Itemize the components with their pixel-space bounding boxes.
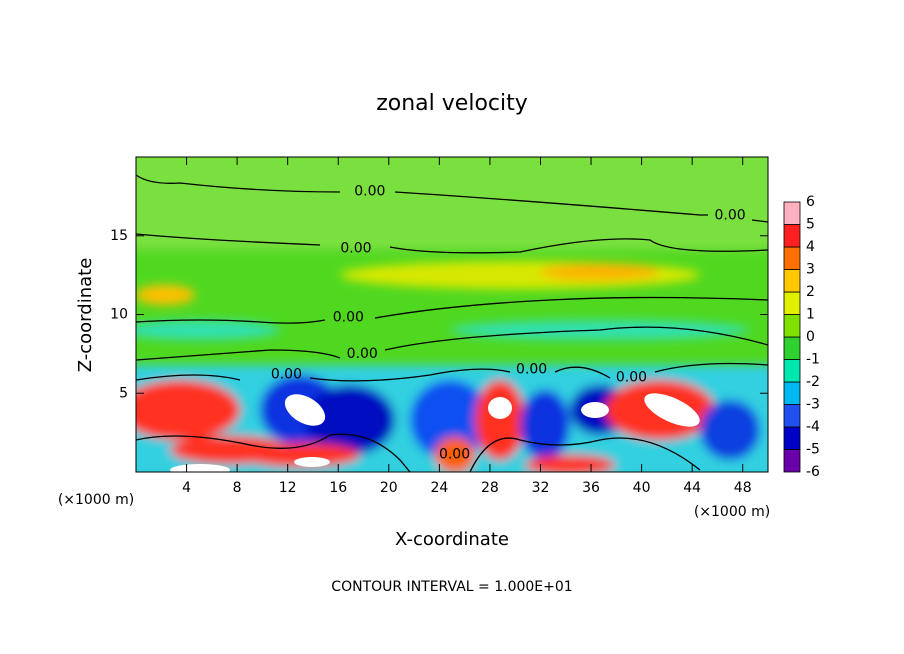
contour-label: 0.00	[616, 370, 647, 386]
colorbar-box	[783, 269, 801, 293]
colorbar-box	[783, 291, 801, 315]
colorbar-label: 5	[806, 217, 815, 233]
y-tick-label: 10	[110, 307, 128, 323]
x-tick-label: 16	[329, 480, 347, 496]
x-tick-label: 28	[481, 480, 499, 496]
contour-label: 0.00	[354, 184, 385, 200]
colorbar-label: -3	[806, 397, 820, 413]
colorbar-box	[783, 359, 801, 383]
x-tick-label: 20	[380, 480, 398, 496]
contour-label: 0.00	[347, 346, 378, 362]
colorbar-box	[783, 336, 801, 360]
colorbar-box	[783, 224, 801, 248]
colorbar-label: 6	[806, 194, 815, 210]
y-axis-label: Z-coordinate	[75, 258, 96, 373]
colorbar-label: -6	[806, 464, 820, 480]
y-tick-label: 15	[110, 228, 128, 244]
colorbar-box	[783, 314, 801, 338]
y-unit: (×1000 m)	[58, 492, 134, 508]
colorbar-box	[783, 426, 801, 450]
colorbar-label: 2	[806, 284, 815, 300]
contour-label: 0.00	[439, 447, 470, 463]
colorbar-label: -4	[806, 419, 820, 435]
colorbar-label: 0	[806, 329, 815, 345]
colorbar-box	[783, 246, 801, 270]
colorbar-box	[783, 404, 801, 428]
x-tick-label: 48	[734, 480, 752, 496]
contour-label: 0.00	[714, 207, 745, 223]
x-tick-label: 8	[233, 480, 242, 496]
contour-interval-note: CONTOUR INTERVAL = 1.000E+01	[331, 579, 572, 595]
colorbar-box	[783, 201, 801, 225]
colorbar-label: 3	[806, 262, 815, 278]
x-tick-label: 44	[683, 480, 701, 496]
colorbar-box	[783, 449, 801, 473]
x-tick-label: 32	[532, 480, 550, 496]
x-tick-label: 36	[582, 480, 600, 496]
chart-title: zonal velocity	[376, 91, 528, 116]
colorbar-box	[783, 381, 801, 405]
colorbar-label: 4	[806, 239, 815, 255]
colorbar-label: -5	[806, 442, 820, 458]
velocity-field	[136, 157, 768, 472]
contour-label: 0.00	[516, 362, 547, 378]
contour-label: 0.00	[271, 366, 302, 382]
colorbar-label: -1	[806, 352, 820, 368]
x-tick-label: 40	[633, 480, 651, 496]
y-tick-label: 5	[119, 385, 128, 401]
colorbar-label: 1	[806, 307, 815, 323]
contour-label: 0.00	[340, 240, 371, 256]
x-tick-label: 24	[430, 480, 448, 496]
x-tick-label: 4	[182, 480, 191, 496]
colorbar-label: -2	[806, 374, 820, 390]
contour-label: 0.00	[333, 310, 364, 326]
x-unit: (×1000 m)	[694, 504, 770, 520]
x-tick-label: 12	[279, 480, 297, 496]
x-axis-label: X-coordinate	[395, 529, 509, 550]
